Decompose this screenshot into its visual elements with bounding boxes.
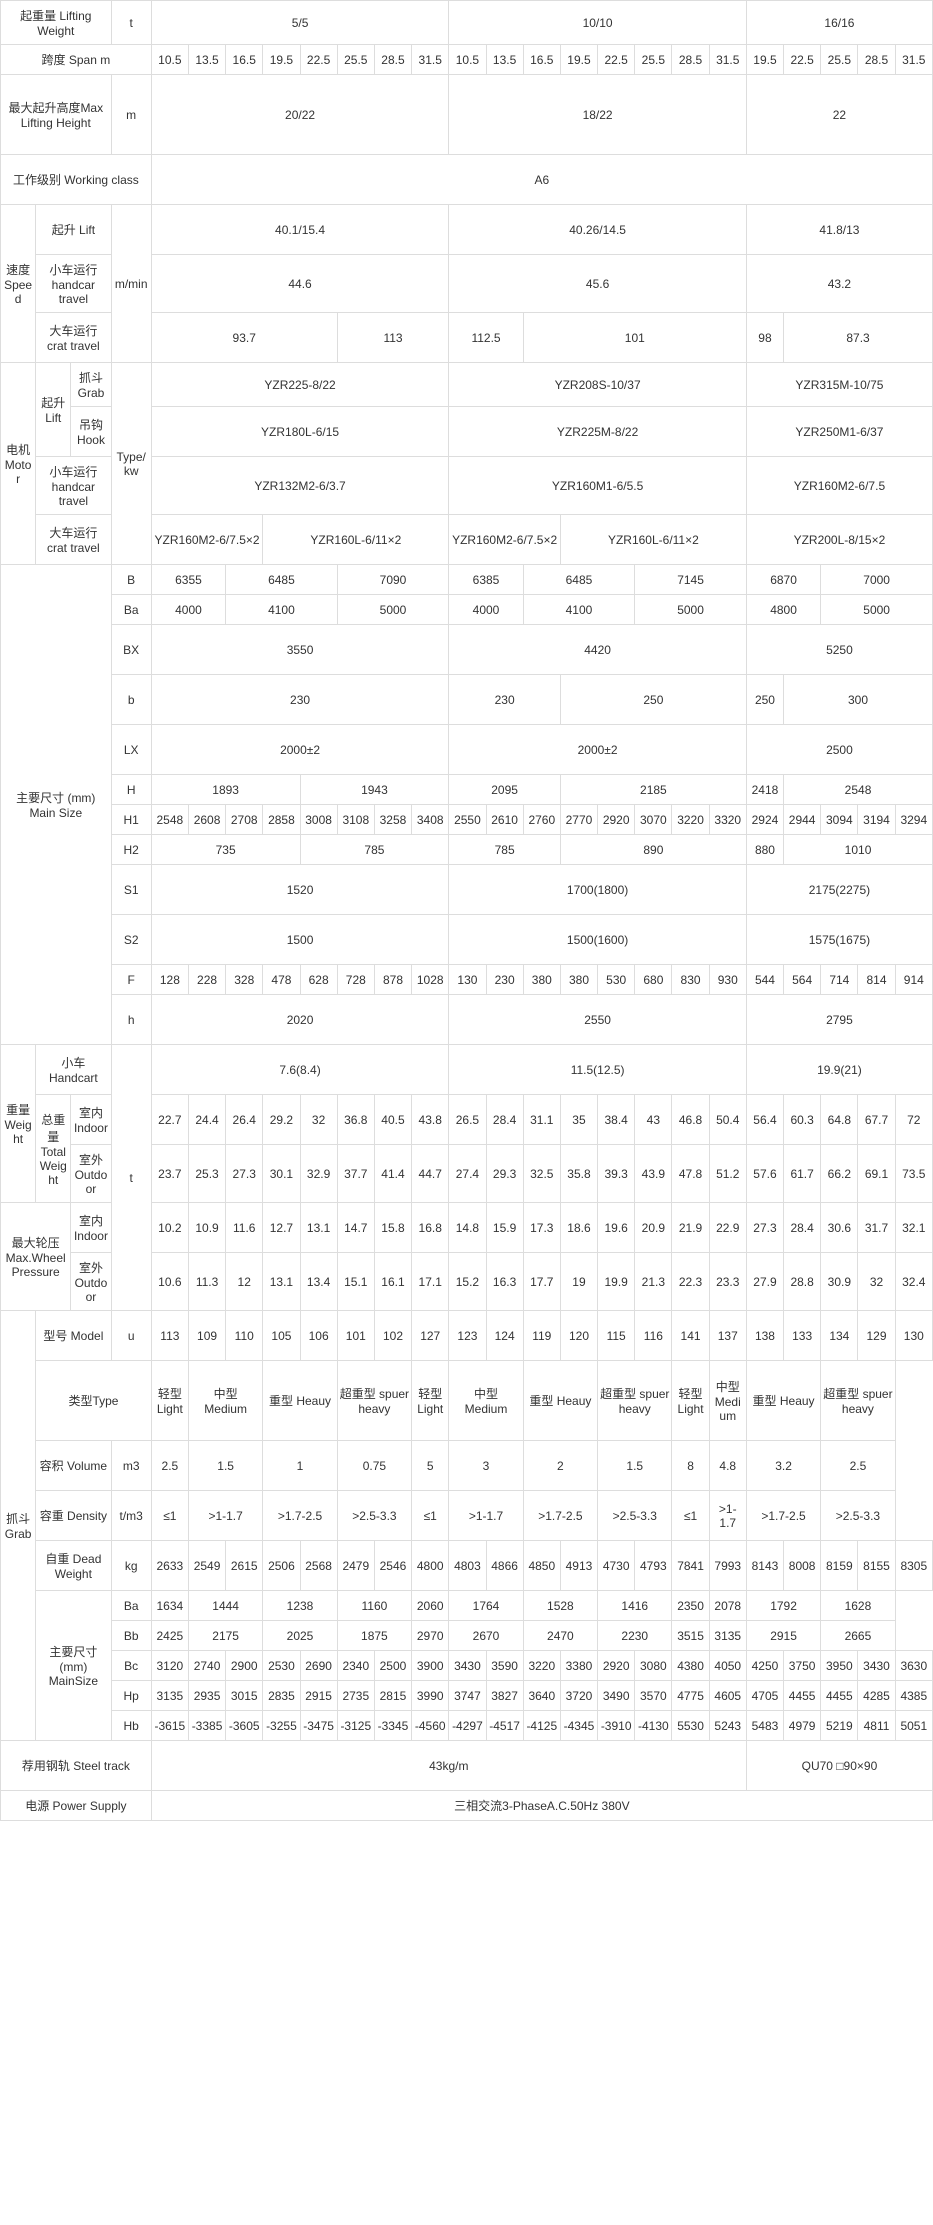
motor-label: 电机 Motor xyxy=(1,363,36,565)
w3: 16/16 xyxy=(746,1,932,45)
max-wheel: 最大轮压 Max.Wheel Pressure xyxy=(1,1203,71,1311)
lifting-weight-label: 起重量 Lifting Weight xyxy=(1,1,112,45)
weight-label: 重量 Weight xyxy=(1,1045,36,1203)
main-size: 主要尺寸 (mm) Main Size xyxy=(1,565,112,1045)
w1: 5/5 xyxy=(151,1,449,45)
working-class: 工作级别 Working class xyxy=(1,155,152,205)
grab-label: 抓斗 Grab xyxy=(1,1311,36,1741)
speed-label: 速度 Speed xyxy=(1,205,36,363)
steel-track: 荐用钢轨 Steel track xyxy=(1,1741,152,1791)
max-lift-height: 最大起升高度Max Lifting Height xyxy=(1,75,112,155)
span-label: 跨度 Span m xyxy=(1,45,152,75)
w2: 10/10 xyxy=(449,1,747,45)
unit-t: t xyxy=(111,1,151,45)
spec-table: 起重量 Lifting Weight t 5/5 10/10 16/16 跨度 … xyxy=(0,0,933,1821)
power-supply: 电源 Power Supply xyxy=(1,1791,152,1821)
